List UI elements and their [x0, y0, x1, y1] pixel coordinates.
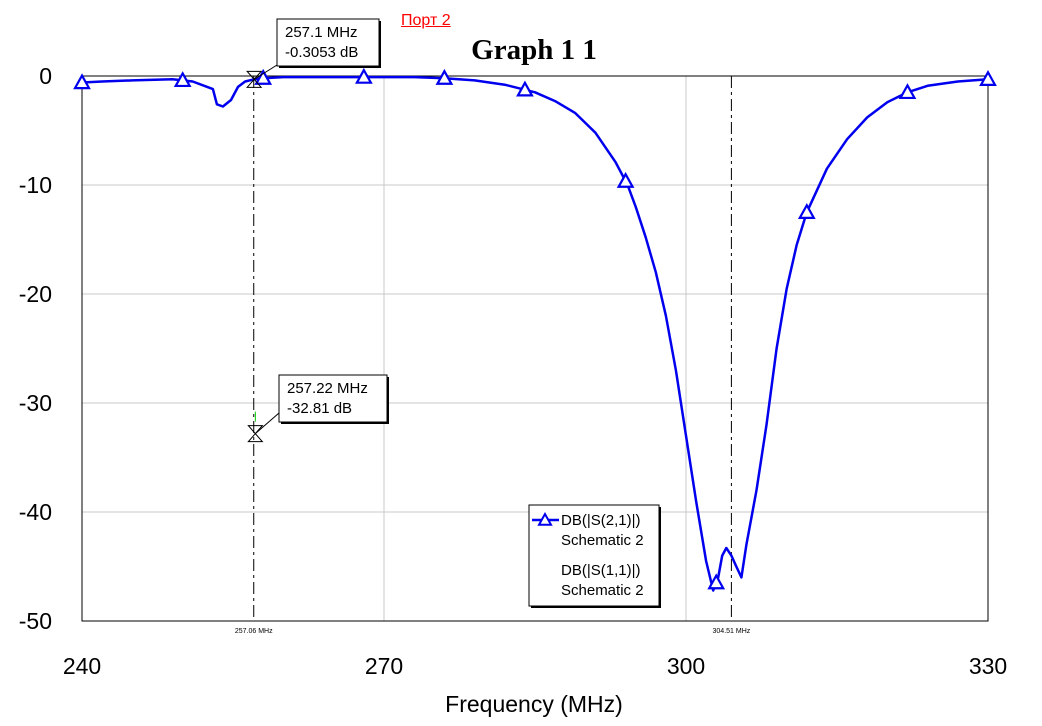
- s21-marker: [173, 71, 192, 88]
- s21-marker: [707, 573, 726, 590]
- s21-marker: [898, 83, 917, 100]
- legend-series-schematic: Schematic 2: [561, 582, 644, 599]
- axis-ticks: 240 270 300 330 0 -10 -20 -30 -40 -50: [19, 63, 1007, 679]
- callout-frequency: 257.1 MHz: [285, 24, 358, 41]
- x-tick-label: 270: [365, 653, 403, 679]
- y-tick-label: -20: [19, 281, 52, 307]
- callout-leader: [255, 412, 280, 435]
- marker-symbol: [247, 425, 264, 443]
- callout-value: -0.3053 dB: [285, 44, 358, 61]
- chart-grid: [82, 76, 988, 621]
- callout-leader: [253, 64, 278, 80]
- s21-marker: [797, 202, 816, 219]
- legend-s21-swatch-marker: [537, 511, 553, 526]
- callout-value: -32.81 dB: [287, 400, 352, 417]
- y-tick-label: -10: [19, 172, 52, 198]
- frequency-marker-label: 304.51 MHz: [713, 628, 751, 635]
- y-tick-label: -50: [19, 608, 52, 634]
- legend-series-schematic: Schematic 2: [561, 532, 644, 549]
- marker-annotations: 257.1 MHz -0.3053 dB 257.22 MHz -32.81 dB: [246, 18, 389, 443]
- chart-title: Graph 1 1: [471, 34, 597, 66]
- s21-marker: [979, 70, 997, 86]
- s21-marker: [354, 67, 373, 84]
- plot-area: [81, 75, 989, 622]
- callout-box: [278, 374, 388, 423]
- x-tick-label: 240: [63, 653, 101, 679]
- legend: DB(|S(2,1)|) Schematic 2 DB(|S(1,1)|) Schem…: [528, 504, 661, 608]
- frequency-marker-label: 257.06 MHz: [235, 628, 273, 635]
- x-tick-label: 300: [667, 653, 705, 679]
- s21-marker: [73, 73, 91, 90]
- legend-series-name: DB(|S(2,1)|): [561, 512, 640, 529]
- s21-marker: [254, 68, 273, 85]
- s21-marker: [516, 80, 534, 97]
- x-tick-label: 330: [969, 653, 1007, 679]
- y-tick-label: 0: [39, 63, 52, 89]
- port-2-link[interactable]: Порт 2: [401, 12, 451, 29]
- y-tick-label: -30: [19, 390, 52, 416]
- callout-box: [276, 18, 380, 67]
- series-layer: [73, 67, 997, 592]
- legend-series-name: DB(|S(1,1)|): [561, 562, 640, 579]
- marker-symbol: [246, 70, 263, 88]
- s21-marker: [616, 171, 635, 188]
- legend-box: [528, 504, 660, 607]
- y-tick-label: -40: [19, 499, 52, 525]
- s21-line: [81, 75, 989, 592]
- frequency-markers: 257.06 MHz 304.51 MHz: [235, 76, 751, 635]
- s21-marker: [435, 68, 454, 85]
- callout-frequency: 257.22 MHz: [287, 380, 368, 397]
- x-axis-label: Frequency (MHz): [445, 691, 623, 717]
